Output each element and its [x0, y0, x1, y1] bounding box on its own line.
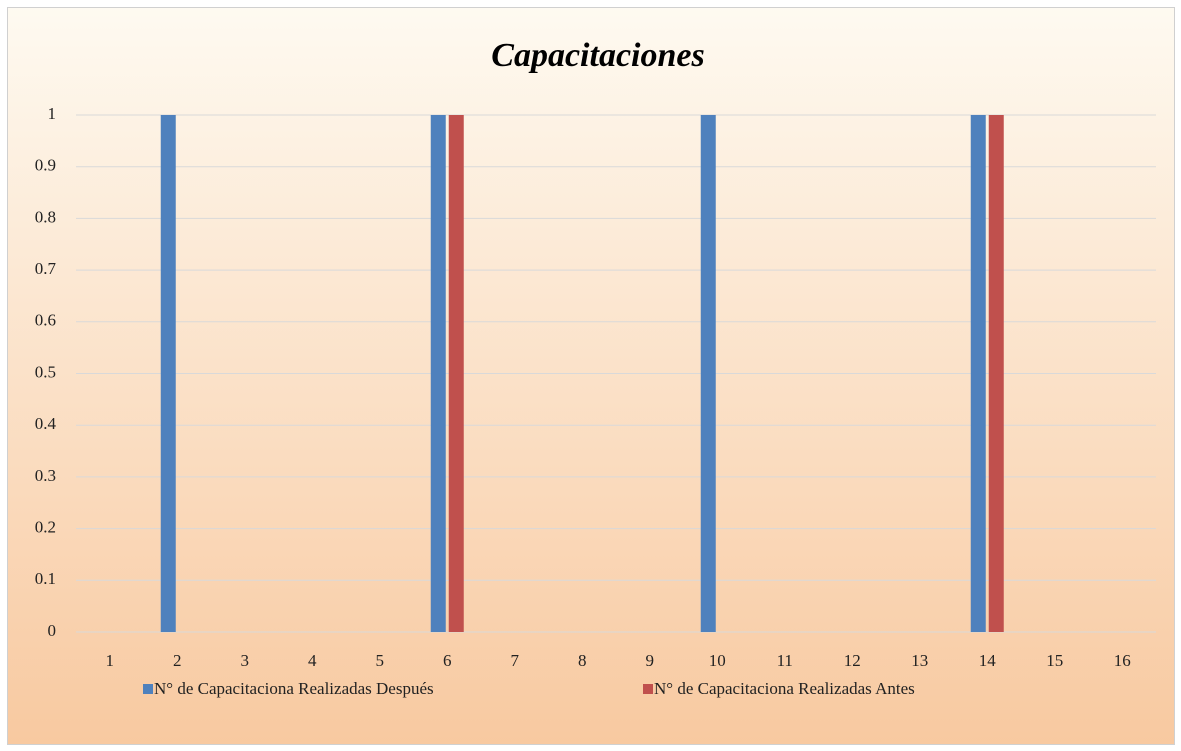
x-tick-label: 4: [308, 651, 317, 670]
x-tick-label: 10: [709, 651, 726, 670]
y-tick-label: 0.6: [35, 311, 56, 330]
x-tick-label: 5: [376, 651, 385, 670]
y-tick-label: 0: [48, 621, 57, 640]
x-tick-label: 9: [646, 651, 655, 670]
y-tick-label: 0.8: [35, 207, 56, 226]
x-tick-label: 8: [578, 651, 587, 670]
x-tick-label: 11: [777, 651, 793, 670]
y-tick-label: 1: [48, 104, 57, 123]
x-tick-label: 2: [173, 651, 182, 670]
y-tick-label: 0.9: [35, 156, 56, 175]
x-tick-label: 12: [844, 651, 861, 670]
bar: [160, 115, 176, 632]
y-tick-label: 0.3: [35, 466, 56, 485]
x-tick-label: 7: [511, 651, 520, 670]
x-tick-label: 15: [1046, 651, 1063, 670]
y-tick-label: 0.1: [35, 569, 56, 588]
y-tick-label: 0.4: [35, 414, 57, 433]
x-tick-label: 16: [1114, 651, 1131, 670]
chart-title: Capacitaciones: [491, 37, 704, 74]
legend-swatch: [643, 684, 653, 694]
bar: [970, 115, 986, 632]
x-tick-label: 1: [106, 651, 115, 670]
bar: [448, 115, 464, 632]
legend-label: N° de Capacitaciona Realizadas Antes: [654, 679, 915, 698]
legend-label: N° de Capacitaciona Realizadas Después: [154, 679, 434, 698]
x-tick-label: 14: [979, 651, 997, 670]
y-tick-label: 0.5: [35, 362, 56, 381]
bar: [430, 115, 446, 632]
y-tick-label: 0.7: [35, 259, 57, 278]
x-tick-label: 3: [241, 651, 250, 670]
x-tick-label: 6: [443, 651, 452, 670]
legend-swatch: [143, 684, 153, 694]
bar: [988, 115, 1004, 632]
bar: [700, 115, 716, 632]
x-tick-label: 13: [911, 651, 928, 670]
y-tick-label: 0.2: [35, 518, 56, 537]
